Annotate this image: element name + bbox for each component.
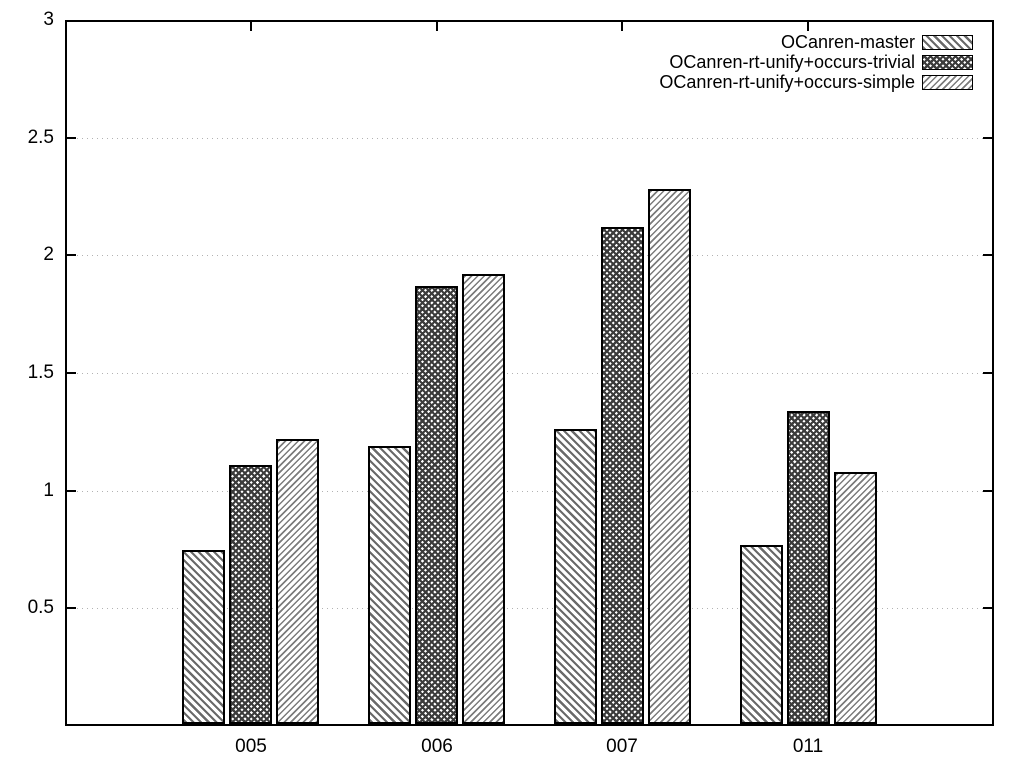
y-tick-right — [983, 137, 992, 139]
bar-007-hatch-slash — [648, 189, 691, 724]
x-tick-label: 011 — [792, 736, 824, 757]
y-tick-label: 2.5 — [27, 127, 54, 148]
bar-005-hatch-slash — [276, 439, 319, 724]
y-tick-left — [67, 607, 76, 609]
x-tick-top — [807, 22, 809, 31]
bar-006-hatch-cross — [415, 286, 458, 724]
legend-row: OCanren-rt-unify+occurs-simple — [659, 72, 973, 92]
y-tick-right — [983, 490, 992, 492]
x-tick-label: 005 — [235, 736, 267, 757]
y-gridline — [67, 491, 992, 492]
bar-006-hatch-slash — [462, 274, 505, 724]
y-tick-left — [67, 254, 76, 256]
legend-swatch-backslash-hatch-icon — [922, 34, 973, 50]
bar-011-hatch-backslash — [740, 545, 783, 724]
x-tick-label: 006 — [421, 736, 453, 757]
x-tick-top — [621, 22, 623, 31]
legend-label: OCanren-master — [780, 31, 915, 52]
bar-006-hatch-backslash — [368, 446, 411, 724]
y-gridline — [67, 608, 992, 609]
y-tick-label: 3 — [43, 9, 54, 30]
y-tick-label: 1 — [43, 480, 54, 501]
y-gridline — [67, 138, 992, 139]
y-tick-right — [983, 607, 992, 609]
y-gridline — [67, 373, 992, 374]
y-tick-left — [67, 490, 76, 492]
x-tick-label: 007 — [606, 736, 638, 757]
legend-label: OCanren-rt-unify+occurs-simple — [659, 71, 915, 92]
bar-005-hatch-cross — [229, 465, 272, 724]
bar-011-hatch-slash — [834, 472, 877, 724]
x-tick-top — [436, 22, 438, 31]
legend-swatch-crosshatch-icon — [922, 54, 973, 70]
x-tick-top — [250, 22, 252, 31]
y-tick-label: 2 — [43, 244, 54, 265]
y-tick-label: 0.5 — [27, 597, 54, 618]
legend-row: OCanren-master — [659, 32, 973, 52]
bar-007-hatch-backslash — [554, 429, 597, 724]
y-tick-right — [983, 372, 992, 374]
legend: OCanren-master OCanren-rt-unify+occurs-t… — [659, 32, 973, 92]
y-tick-right — [983, 254, 992, 256]
y-gridline — [67, 255, 992, 256]
y-tick-left — [67, 372, 76, 374]
bar-007-hatch-cross — [601, 227, 644, 724]
bar-011-hatch-cross — [787, 411, 830, 724]
bar-005-hatch-backslash — [182, 550, 225, 724]
legend-row: OCanren-rt-unify+occurs-trivial — [659, 52, 973, 72]
legend-label: OCanren-rt-unify+occurs-trivial — [669, 51, 915, 72]
y-tick-left — [67, 137, 76, 139]
y-tick-label: 1.5 — [27, 362, 54, 383]
legend-swatch-slash-hatch-icon — [922, 74, 973, 90]
